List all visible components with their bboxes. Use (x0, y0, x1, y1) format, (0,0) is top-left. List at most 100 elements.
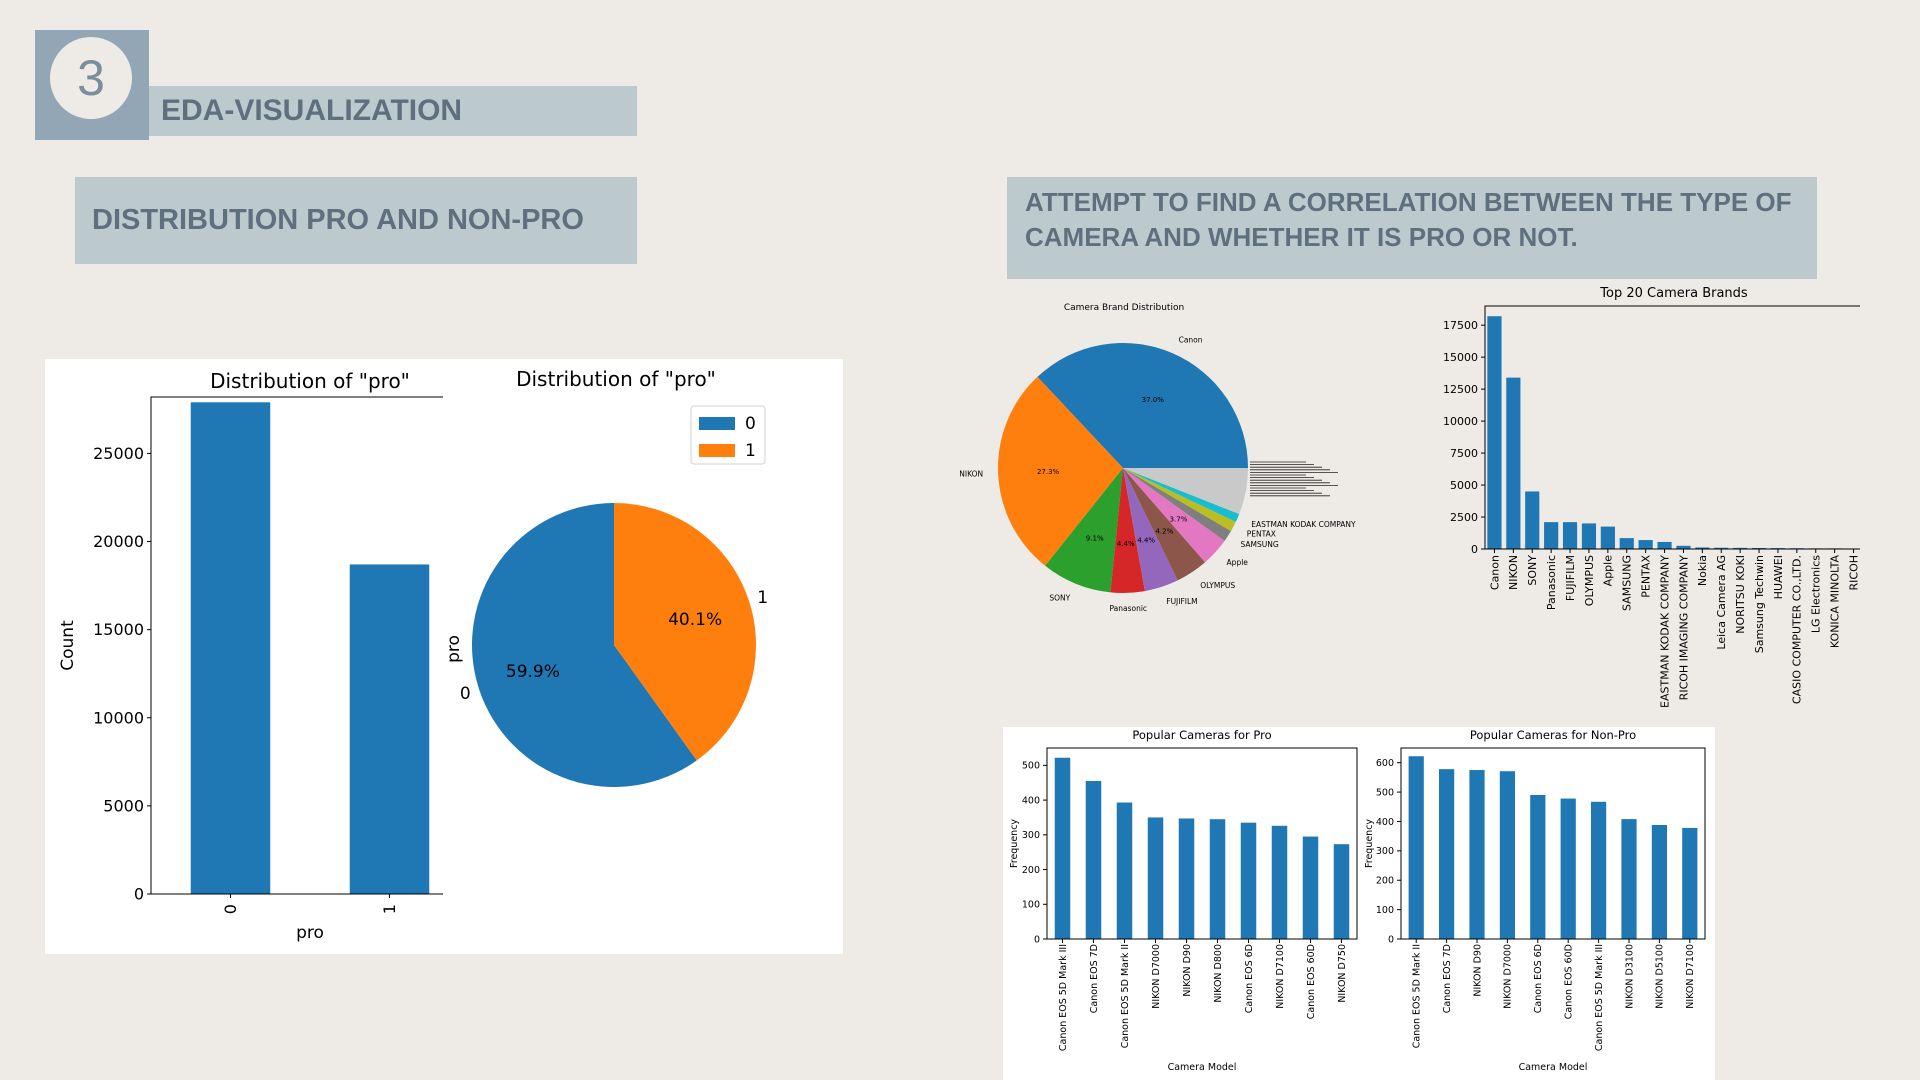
y-tick-label: 0 (1471, 543, 1478, 556)
x-tick-label: PENTAX (1640, 555, 1653, 598)
pro-cameras-chart: Popular Cameras for Pro 0 100 200 300 400 500 C… (1009, 728, 1358, 1073)
x-tick-label: SONY (1526, 555, 1539, 586)
y-axis-label: Frequency (1009, 819, 1020, 868)
x-tick-label: NIKON D7000 (1503, 944, 1514, 1009)
y-tick-label: 400 (1376, 817, 1394, 828)
pie-pct-label: 37.0% (1142, 396, 1165, 404)
y-tick-label: 500 (1022, 761, 1040, 772)
y-tick-label: 7500 (1450, 447, 1478, 460)
legend-swatch (699, 417, 735, 430)
x-tick-label: NIKON D3100 (1624, 944, 1635, 1009)
brand-pie-slice (1037, 343, 1248, 468)
x-tick-label: LG Electronics (1810, 555, 1823, 633)
pie-label: 0 (460, 684, 471, 704)
y-tick-label: 15000 (93, 620, 144, 639)
y-tick-label: 200 (1376, 876, 1394, 887)
plot-frame (1046, 747, 1358, 940)
x-tick-label: EASTMAN KODAK COMPANY (1658, 555, 1671, 708)
plot-frame (1400, 747, 1706, 940)
plot-frame (150, 396, 443, 895)
bar (1525, 491, 1540, 549)
x-axis-label: pro (296, 923, 324, 943)
pie-label: Panasonic (1109, 604, 1147, 613)
bar (1638, 540, 1653, 549)
pie-pct-label: 4.2% (1155, 528, 1173, 536)
pie-label: Apple (1227, 558, 1249, 567)
bar (1657, 541, 1672, 549)
bar (1147, 817, 1164, 939)
pie-label: Canon (1179, 336, 1203, 345)
x-tick-label: Canon EOS 6D (1533, 944, 1544, 1013)
pie-pct-label: 27.3% (1037, 468, 1060, 476)
y-axis-label: Count (58, 620, 78, 671)
y-tick-label: 400 (1022, 795, 1040, 806)
bar (1333, 844, 1350, 939)
x-tick-label: RICOH (1847, 555, 1860, 591)
bar (1733, 547, 1748, 549)
bar (1302, 836, 1319, 939)
chart-title: Camera Brand Distribution (1064, 303, 1184, 313)
x-tick-label: NIKON D90 (1182, 944, 1193, 997)
y-tick-label: 600 (1376, 758, 1394, 769)
pie-label: OLYMPUS (1200, 581, 1235, 590)
pie-label: FUJIFILM (1166, 597, 1197, 606)
y-tick-label: 10000 (93, 708, 144, 727)
y-tick-label: 25000 (93, 444, 144, 463)
pie-label: 1 (757, 588, 768, 608)
x-tick-label: NIKON (1507, 555, 1520, 590)
y-tick-label: 17500 (1443, 319, 1478, 332)
pro-pie-slice (614, 503, 756, 761)
chart-title: Popular Cameras for Pro (1132, 728, 1271, 742)
x-tick-label: NIKON D750 (1337, 944, 1348, 1003)
bar (1651, 824, 1667, 939)
bar (1116, 802, 1133, 939)
x-tick-label: Panasonic (1545, 555, 1558, 610)
bar (1178, 818, 1195, 939)
pie-pct-label: 59.9% (506, 662, 560, 682)
bar (1619, 538, 1634, 549)
pie-pct-label: 9.1% (1086, 534, 1104, 542)
chart-title: Popular Cameras for Non-Pro (1470, 728, 1636, 742)
section-title: EDA-VISUALIZATION (161, 94, 463, 127)
brand-pie-slice (1123, 468, 1225, 563)
y-tick-label: 500 (1376, 787, 1394, 798)
x-axis-label: Camera Model (1168, 1062, 1237, 1073)
pie-pct-label: 4.4% (1117, 540, 1135, 548)
brand-pie-slice (1123, 468, 1231, 541)
pie-label: PENTAX (1247, 530, 1276, 539)
pie-label: NIKON (960, 470, 983, 479)
y-axis-label: pro (444, 635, 464, 663)
popular-cameras-panel: Popular Cameras for Pro 0 100 200 300 400 500 C… (1003, 727, 1715, 1080)
bar (1581, 523, 1597, 549)
pie-label: SAMSUNG (1240, 540, 1278, 549)
legend-swatch (699, 444, 735, 457)
bar (1676, 545, 1691, 549)
bar (1469, 770, 1485, 939)
x-tick-label: NIKON D7100 (1275, 944, 1286, 1009)
x-tick-label: Nokia (1696, 555, 1709, 586)
x-tick-label: OLYMPUS (1583, 555, 1596, 606)
pie-pct-label: 3.7% (1170, 515, 1188, 523)
y-tick-label: 300 (1376, 846, 1394, 857)
y-tick-label: 12500 (1443, 383, 1478, 396)
x-axis-label: Camera Model (1519, 1062, 1588, 1073)
x-tick-label: NORITSU KOKI (1734, 555, 1747, 634)
x-tick-label: KONICA MINOLTA (1829, 555, 1842, 649)
brand-pie-slice (1123, 468, 1240, 522)
x-tick-label: NIKON D800 (1213, 944, 1224, 1003)
y-tick-label: 2500 (1450, 511, 1478, 524)
x-tick-label: Canon EOS 5D Mark III (1594, 944, 1605, 1051)
bar (1560, 798, 1576, 939)
x-tick-label: Canon EOS 7D (1442, 944, 1453, 1013)
x-tick-label: SAMSUNG (1621, 555, 1634, 611)
x-tick-label: HUAWEI (1772, 555, 1785, 599)
brand-pie-chart: Camera Brand Distribution Canon 37.0% NIKON… (960, 303, 1356, 613)
brand-pie-slice (1123, 468, 1236, 531)
bar (1054, 757, 1071, 939)
x-tick-label: Canon EOS 60D (1564, 944, 1575, 1019)
bar (1209, 819, 1226, 939)
y-tick-label: 0 (134, 885, 144, 904)
pie-pct-label: 4.4% (1137, 536, 1155, 544)
bar (1682, 827, 1698, 939)
bar (1408, 756, 1424, 939)
